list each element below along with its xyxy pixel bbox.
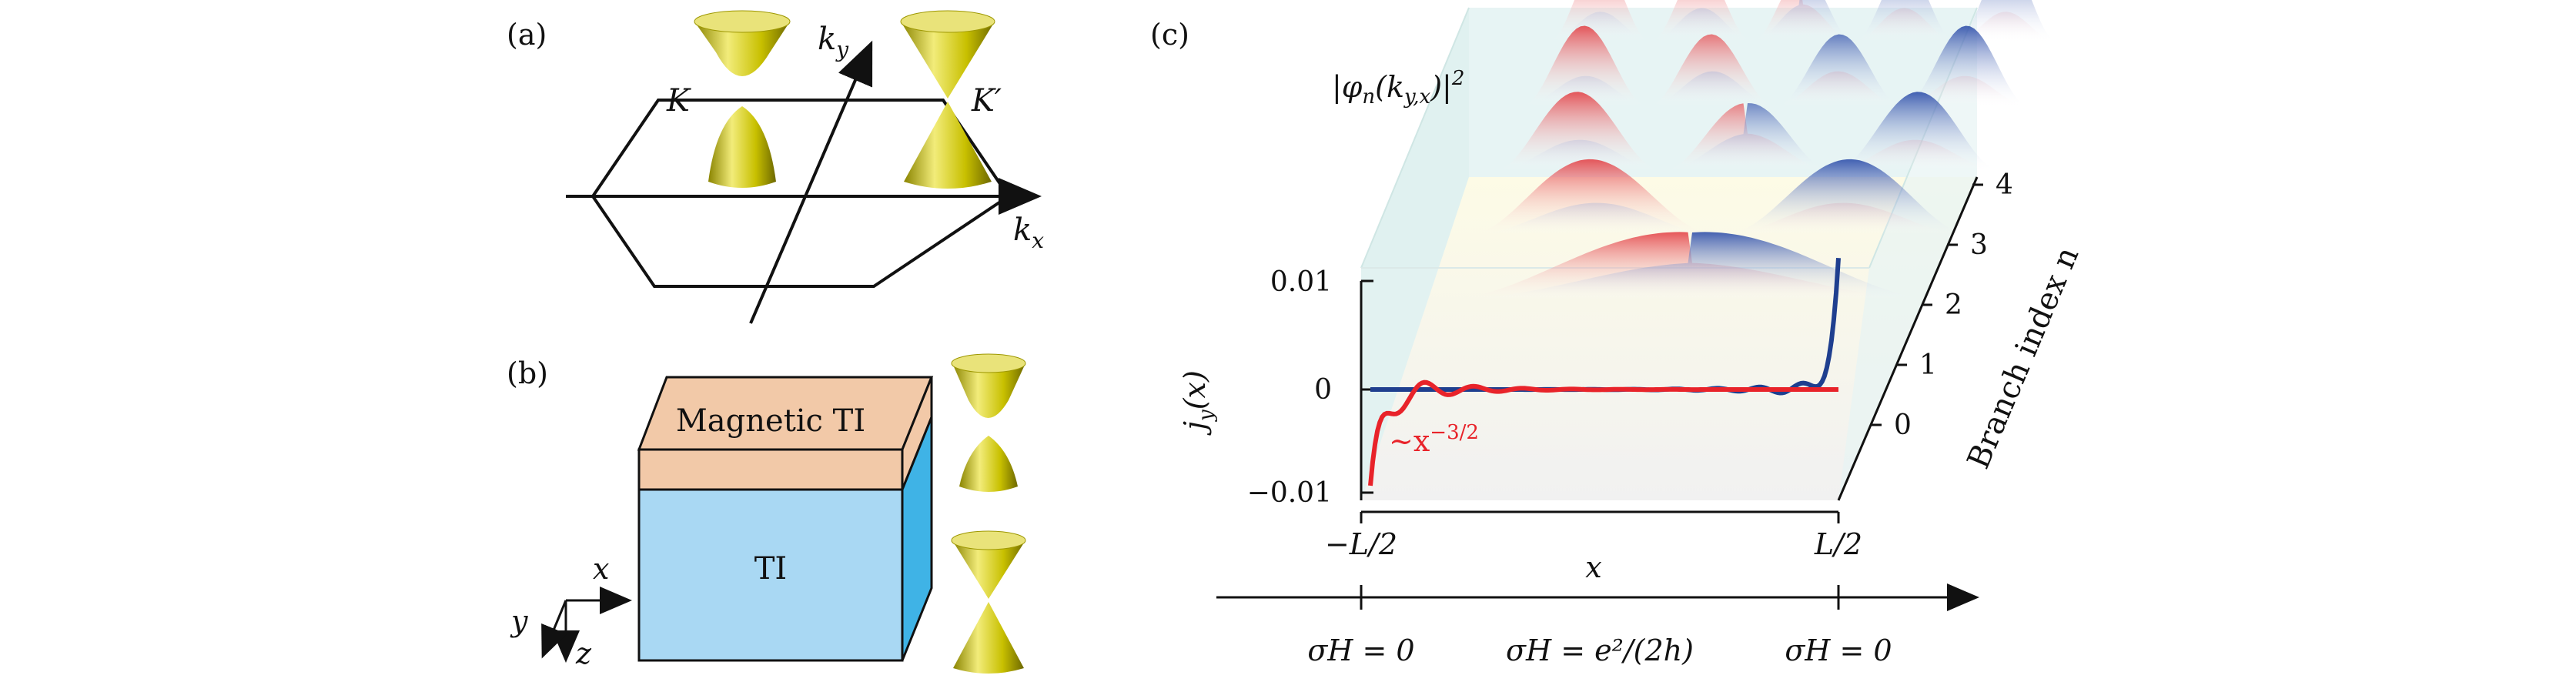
valley-Kprime-label: K′	[971, 83, 1002, 119]
box-floor	[1361, 177, 1977, 500]
box-left-wall	[1361, 8, 1469, 500]
jy-tick-label-top: 0.01	[1270, 266, 1332, 298]
kx-axis-label: kx	[1013, 212, 1044, 253]
ti-label: TI	[754, 551, 787, 587]
wavefunction-label: |φn(ky,x)|2	[1332, 67, 1464, 109]
branch-axis-line	[1837, 176, 1979, 501]
panel-b-label: (b)	[507, 356, 548, 390]
b-axis-y-label: y	[510, 604, 528, 638]
cone-K-gapped	[694, 10, 791, 188]
sigma-right-label: σH = 0	[1785, 634, 1892, 667]
x-axis-label: x	[1585, 550, 1601, 584]
valley-K-label: K	[666, 83, 691, 119]
x-left-label: −L/2	[1325, 527, 1397, 561]
branch-tick-label-4: 4	[1996, 169, 2013, 201]
branch-tick-label-3: 3	[1970, 229, 1988, 261]
panel-a-label: (a)	[507, 18, 547, 52]
wavefunction-surfaces	[1438, 0, 2057, 300]
wavefunction-blue-branch-0	[1438, 232, 1946, 300]
x-right-label: L/2	[1814, 527, 1862, 561]
branch-tick-label-0: 0	[1894, 410, 1912, 441]
cone-top-surface-gapped	[951, 353, 1026, 492]
b-axis-x-label: x	[593, 552, 609, 586]
panel-c-label: (c)	[1150, 18, 1189, 52]
jy-tick-label-bot: −0.01	[1247, 477, 1332, 509]
jy-axis-label: jy(x)	[1178, 370, 1218, 436]
y-axis-arrow	[541, 600, 567, 659]
branch-index-label: Branch index n	[1961, 242, 2086, 473]
box-edge	[1360, 7, 1470, 269]
wavefunction-blue-branch-4	[1549, 0, 2057, 42]
cone-Kprime-gapless	[900, 10, 995, 189]
panel-a: (a) K K′ kx ky	[507, 10, 1044, 324]
panel-c: (c) 0.01 0 −0.01 jy(x) ∼x−3/2 −L/2 L/2 x	[1150, 0, 2086, 667]
magnetic-ti-label: Magnetic TI	[676, 403, 865, 439]
current-curve-red	[1368, 379, 1838, 486]
ky-axis-arrow	[749, 40, 873, 324]
sigma-left-label: σH = 0	[1307, 634, 1414, 667]
branch-tick-label-1: 1	[1919, 349, 1937, 381]
ky-axis-label: ky	[818, 22, 849, 62]
ti-layer-side	[901, 416, 933, 661]
b-axis-z-label: z	[575, 637, 592, 670]
cone-side-surface-gapless	[951, 530, 1026, 674]
sigma-mid-label: σH = e²/(2h)	[1506, 634, 1694, 667]
decay-law-label: ∼x−3/2	[1389, 421, 1479, 458]
magnetic-layer-front	[637, 448, 904, 491]
wavefunction-red-branch-2	[1494, 92, 2002, 171]
panel-b: (b) Magnetic TI TI x y z	[507, 353, 1026, 674]
branch-tick-label-2: 2	[1945, 289, 1962, 321]
jy-tick-label-mid: 0	[1314, 374, 1332, 406]
wavefunction-blue-branch-1	[1466, 159, 1974, 236]
wavefunction-blue-branch-2	[1494, 92, 2002, 171]
